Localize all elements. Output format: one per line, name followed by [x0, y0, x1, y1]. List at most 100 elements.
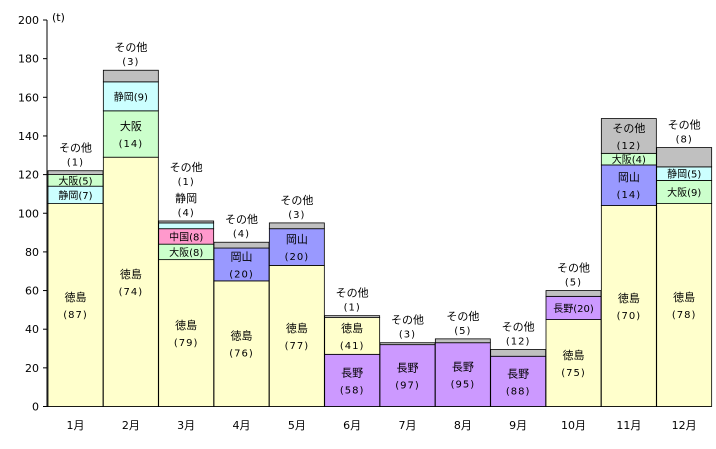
segment-name-label: 徳島: [673, 290, 695, 304]
segment-percent-label: (1): [67, 158, 84, 169]
segment-percent-label: (3): [288, 210, 305, 221]
bar-segment: [600, 164, 657, 206]
bar-segment: [656, 203, 713, 407]
bar-segment: [545, 290, 602, 297]
segment-name-label: 長野: [341, 366, 363, 379]
segment-percent-label: (5): [565, 278, 582, 289]
segment-inline-label: 大阪(9): [667, 186, 701, 199]
x-tick-label: 1月: [67, 419, 85, 432]
x-tick-label: 8月: [454, 419, 472, 432]
bar-segment: [158, 220, 215, 224]
segment-percent-label: (79): [174, 338, 199, 349]
segment-percent-label: (5): [78, 176, 92, 187]
segment-name-label: その他: [502, 320, 535, 333]
x-tick-label: 12月: [672, 419, 697, 432]
segment-percent-label: (78): [672, 310, 697, 321]
bar-segment: [47, 203, 104, 407]
x-tick-label: 7月: [399, 419, 417, 432]
segment-percent-label: (76): [229, 349, 254, 360]
x-tick-label: 5月: [288, 419, 306, 432]
segment-name-label: その他: [557, 262, 590, 275]
segment-name-label: 大阪: [612, 153, 632, 166]
segment-percent-label: (95): [451, 380, 476, 391]
segment-percent-label: (8): [189, 232, 203, 243]
bar-segment: [324, 317, 381, 355]
bar-segment: [102, 156, 159, 407]
bar-segment: [379, 344, 436, 407]
x-tick-label: 9月: [509, 419, 527, 432]
x-tick-label: 11月: [616, 419, 641, 432]
bar-segment: [324, 315, 381, 319]
y-ticks: 0 20 40 60 80 100 120 140 160 180 200: [18, 14, 47, 414]
segment-percent-label: (3): [122, 57, 139, 68]
segment-percent-label: (77): [285, 341, 310, 352]
segment-name-label: その他: [114, 41, 147, 54]
x-tick-label: 2月: [122, 419, 140, 432]
segment-percent-label: (7): [78, 191, 92, 202]
segment-name-label: 大阪: [169, 246, 189, 259]
bar-segment: [656, 147, 713, 168]
segment-percent-label: (75): [561, 368, 586, 379]
segment-inline-label: 大阪(5): [58, 174, 92, 187]
segment-percent-label: (1): [178, 177, 195, 188]
y-tick-label: 140: [18, 130, 39, 143]
bar-segment: [47, 170, 104, 176]
segment-name-label: 静岡: [175, 191, 197, 205]
segment-name-label: 長野: [452, 361, 474, 374]
x-tick-label: 6月: [343, 419, 361, 432]
segment-percent-label: (87): [63, 310, 88, 321]
segment-percent-label: (3): [399, 330, 416, 341]
segment-percent-label: (20): [229, 269, 254, 280]
segment-name-label: その他: [446, 310, 479, 323]
segment-name-label: その他: [59, 142, 92, 155]
y-tick-label: 80: [25, 246, 39, 259]
segment-percent-label: (4): [178, 208, 195, 219]
bar-segment: [213, 241, 270, 249]
bar-segment: [268, 265, 325, 407]
bar-segment: [434, 342, 491, 407]
segment-percent-label: (12): [506, 336, 531, 347]
segment-percent-label: (74): [119, 287, 144, 298]
segment-inline-label: 中国(8): [169, 230, 203, 243]
y-tick-label: 120: [18, 169, 39, 182]
segment-name-label: 静岡: [114, 90, 134, 103]
y-tick-label: 0: [32, 401, 39, 414]
segment-name-label: その他: [336, 287, 369, 300]
segment-percent-label: (8): [676, 135, 693, 146]
bar-segment: [213, 280, 270, 407]
y-tick-label: 20: [25, 362, 39, 375]
segment-percent-label: (4): [233, 229, 250, 240]
segment-name-label: 徳島: [286, 321, 308, 335]
segment-inline-label: 静岡(5): [667, 168, 701, 181]
segment-name-label: 大阪: [58, 174, 78, 187]
segment-name-label: 徳島: [341, 321, 363, 335]
bar-segment: [545, 319, 602, 407]
bar-segment: [102, 110, 159, 158]
x-tick-label: 3月: [177, 419, 195, 432]
segment-percent-label: (58): [340, 385, 365, 396]
segment-percent-label: (5): [454, 326, 471, 337]
segment-name-label: 静岡: [58, 189, 78, 202]
segment-name-label: その他: [170, 161, 203, 174]
segment-name-label: 徳島: [65, 290, 87, 304]
segment-name-label: 徳島: [175, 318, 197, 332]
y-tick-label: 180: [18, 53, 39, 66]
segment-percent-label: (88): [506, 386, 531, 397]
bar-segment: [102, 81, 159, 112]
segment-name-label: 大阪: [120, 119, 142, 133]
x-tick-labels: 1月 2月 3月 4月 5月 6月 7月 8月 9月 10月 11月 12月: [67, 419, 697, 432]
bar-segment: [379, 342, 436, 346]
segment-name-label: 中国: [169, 230, 189, 243]
segment-percent-label: (9): [687, 188, 701, 199]
segment-inline-label: 長野(20): [553, 303, 594, 315]
segment-name-label: 岡山: [286, 233, 308, 246]
segment-name-label: 長野: [397, 362, 419, 375]
segment-name-label: 徳島: [120, 267, 142, 281]
segment-percent-label: (20): [573, 304, 594, 315]
segment-name-label: 静岡: [667, 168, 687, 181]
segment-percent-label: (1): [344, 303, 361, 314]
y-tick-label: 160: [18, 91, 39, 104]
x-tick-label: 10月: [561, 419, 586, 432]
bar-segment: [268, 222, 325, 230]
